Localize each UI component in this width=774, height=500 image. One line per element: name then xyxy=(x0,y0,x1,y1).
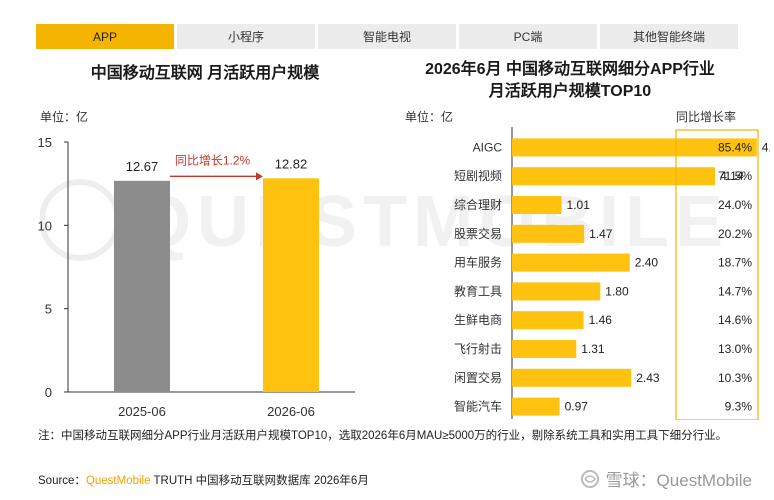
y-tick-label-1: 5 xyxy=(45,302,52,317)
credit-text: 雪球：QuestMobile xyxy=(605,471,752,490)
tab-pc[interactable]: PC端 xyxy=(459,24,597,49)
data-label-0: 12.67 xyxy=(126,159,159,174)
data-label-1: 4.14 xyxy=(720,169,744,183)
data-label-1: 12.82 xyxy=(275,156,308,171)
tab-app[interactable]: APP xyxy=(36,24,174,49)
x-tick-label-1: 2026-06 xyxy=(267,404,315,419)
bar-智能汽车 xyxy=(512,397,560,416)
data-label-8: 2.43 xyxy=(636,371,660,385)
bar-股票交易 xyxy=(512,224,585,243)
bar-闲置交易 xyxy=(512,368,632,387)
growth-value-2: 24.0% xyxy=(718,198,752,212)
data-label-4: 2.40 xyxy=(635,256,659,270)
footnote: 注：中国移动互联网细分APP行业月活跃用户规模TOP10，选取2026年6月MA… xyxy=(38,430,728,442)
y-tick-label-3: 15 xyxy=(38,135,52,150)
growth-value-1: 71.5% xyxy=(718,169,752,183)
growth-value-0: 85.4% xyxy=(718,140,752,154)
bar-用车服务 xyxy=(512,253,630,272)
source-prefix: Source： xyxy=(38,475,86,487)
growth-value-5: 14.7% xyxy=(718,284,752,298)
category-label-3: 股票交易 xyxy=(454,226,502,241)
bar-综合理财 xyxy=(512,196,562,214)
left-bar-chart: 0 5 10 15 12.67 2025-06 12.82 2026-06 同比增长1.2% xyxy=(38,135,355,419)
right-chart-title-line2: 月活跃用户规模TOP10 xyxy=(488,83,652,100)
source-suffix: TRUTH 中国移动互联网数据库 2026年6月 xyxy=(150,475,369,487)
category-label-6: 生鲜电商 xyxy=(454,312,502,327)
bar-2025-06 xyxy=(114,180,170,392)
growth-arrow-head xyxy=(256,172,263,181)
bar-飞行射击 xyxy=(512,340,577,358)
category-label-7: 飞行射击 xyxy=(454,341,502,356)
growth-value-6: 14.6% xyxy=(718,313,752,327)
growth-value-9: 9.3% xyxy=(725,400,753,414)
growth-annotation: 同比增长1.2% xyxy=(175,153,251,167)
growth-value-4: 18.7% xyxy=(718,256,752,270)
growth-value-7: 13.0% xyxy=(718,342,752,356)
snowball-icon xyxy=(580,469,599,488)
source-brand: QuestMobile xyxy=(85,475,151,487)
right-chart-title-line1: 2026年6月 中国移动互联网细分APP行业 xyxy=(425,61,715,78)
tab-smart-tv[interactable]: 智能电视 xyxy=(318,24,456,49)
bar-2026-06 xyxy=(263,178,319,392)
growth-value-3: 20.2% xyxy=(718,227,752,241)
growth-column-frame xyxy=(675,129,759,420)
left-chart-title: 中国移动互联网 月活跃用户规模 xyxy=(90,65,320,82)
bar-教育工具 xyxy=(512,282,601,301)
y-tick-label-2: 10 xyxy=(38,218,52,233)
data-label-3: 1.47 xyxy=(589,227,613,241)
right-chart-title: 2026年6月 中国移动互联网细分APP行业 月活跃用户规模TOP10 xyxy=(390,59,750,103)
category-label-2: 综合理财 xyxy=(454,197,502,212)
growth-value-8: 10.3% xyxy=(718,371,752,385)
tab-mini-program[interactable]: 小程序 xyxy=(177,24,315,49)
category-label-0: AIGC xyxy=(473,140,503,154)
category-label-5: 教育工具 xyxy=(454,283,502,298)
tab-other-devices[interactable]: 其他智能终端 xyxy=(600,24,738,49)
data-label-2: 1.01 xyxy=(567,198,591,212)
bar-短剧视频 xyxy=(512,167,716,186)
category-label-8: 闲置交易 xyxy=(454,370,502,385)
category-label-4: 用车服务 xyxy=(454,255,502,270)
left-chart-unit: 单位：亿 xyxy=(40,110,89,124)
right-chart-unit: 单位：亿 xyxy=(405,110,454,124)
data-label-5: 1.80 xyxy=(605,284,629,298)
bar-AIGC xyxy=(512,138,757,157)
data-label-9: 0.97 xyxy=(565,400,589,414)
bar-生鲜电商 xyxy=(512,311,584,330)
y-tick-label-0: 0 xyxy=(45,385,52,400)
x-tick-label-0: 2025-06 xyxy=(118,404,166,419)
platform-tabs: APP 小程序 智能电视 PC端 其他智能终端 xyxy=(36,24,738,49)
category-label-9: 智能汽车 xyxy=(454,399,502,414)
data-label-6: 1.46 xyxy=(589,313,613,327)
growth-rate-header: 同比增长率 xyxy=(676,110,737,124)
credit: 雪球：QuestMobile xyxy=(580,466,752,491)
data-label-0: 4.99 xyxy=(762,140,770,154)
category-label-1: 短剧视频 xyxy=(454,168,502,183)
data-label-7: 1.31 xyxy=(581,342,605,356)
source-line: Source：QuestMobile TRUTH 中国移动互联网数据库 2026… xyxy=(38,472,369,488)
